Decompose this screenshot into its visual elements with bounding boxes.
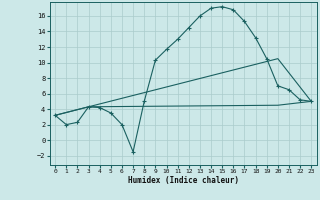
X-axis label: Humidex (Indice chaleur): Humidex (Indice chaleur) — [128, 176, 239, 185]
